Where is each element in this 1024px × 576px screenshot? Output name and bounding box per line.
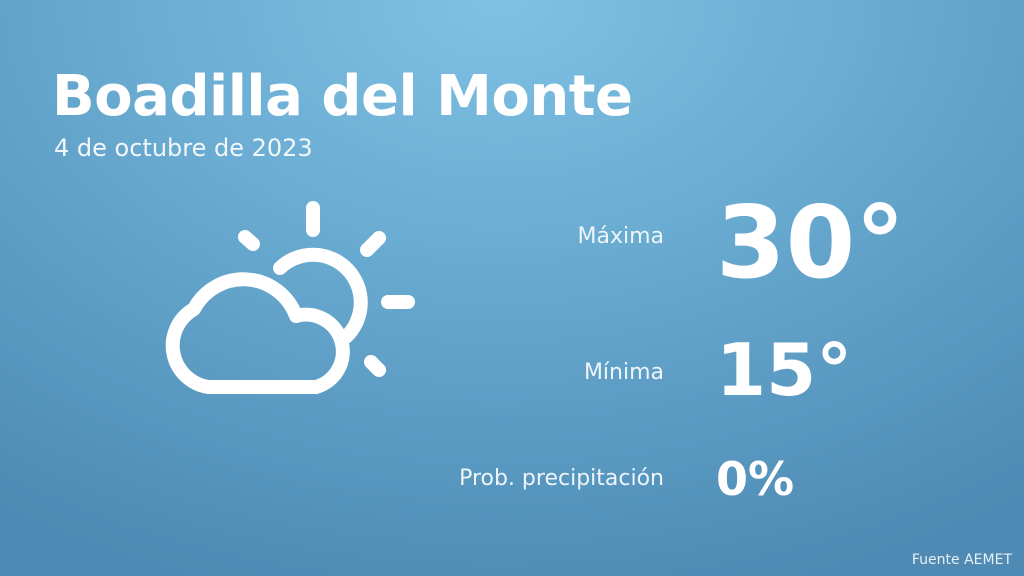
- max-temp-label: Máxima: [577, 224, 664, 249]
- cloud-outline: [165, 272, 350, 394]
- city-title: Boadilla del Monte: [52, 64, 633, 129]
- sun-arc: [273, 247, 368, 344]
- min-temp-label: Mínima: [583, 360, 664, 385]
- forecast-date: 4 de octubre de 2023: [54, 134, 313, 162]
- max-temp-value: 30°: [716, 184, 906, 301]
- sun-ray: [238, 230, 260, 251]
- precip-prob-value: 0%: [716, 452, 795, 506]
- data-source: Fuente AEMET: [911, 552, 1012, 568]
- min-temp-value: 15°: [716, 328, 853, 412]
- precip-prob-label: Prob. precipitación: [459, 466, 664, 491]
- sun-ray: [360, 231, 386, 257]
- sun-ray: [364, 355, 386, 377]
